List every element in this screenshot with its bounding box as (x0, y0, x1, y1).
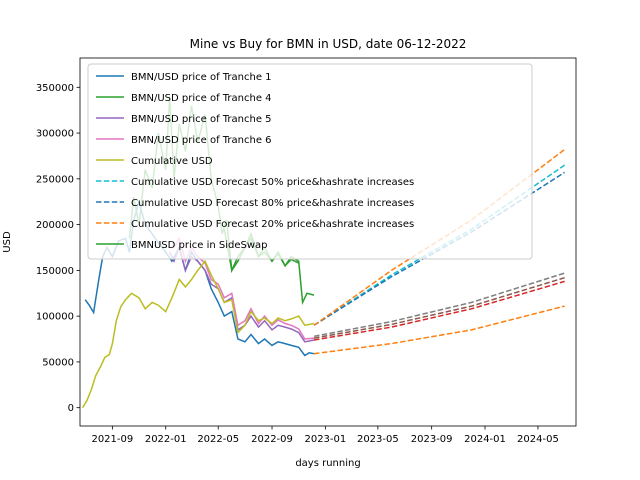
x-tick-label: 2022-01 (145, 434, 187, 445)
x-tick-label: 2024-01 (464, 434, 506, 445)
legend-label: BMN/USD price of Tranche 4 (131, 93, 272, 104)
legend-label: Cumulative USD (131, 156, 213, 167)
axes-layer: 0 50000 100000 150000 200000 250000 300000 3500… (36, 83, 559, 445)
x-tick-label: 2021-09 (91, 434, 133, 445)
x-axis-label: days running (295, 458, 360, 469)
chart-title: Mine vs Buy for BMN in USD, date 06-12-2… (190, 37, 467, 51)
y-tick-label: 350000 (36, 83, 74, 94)
series-line-forecast-10 (313, 276, 565, 339)
series-line-forecast-9 (313, 272, 565, 338)
y-tick-label: 150000 (36, 266, 74, 277)
plot-frame (79, 57, 577, 427)
series-line-cumulative-usd (81, 259, 315, 409)
y-tick-label: 200000 (36, 220, 74, 231)
x-tick-label: 2022-05 (197, 434, 239, 445)
x-tick-label: 2023-09 (411, 434, 453, 445)
y-axis-label: USD (2, 231, 13, 253)
legend-label: Cumulative USD Forecast 20% price&hashra… (131, 219, 414, 230)
y-tick-label: 100000 (36, 312, 74, 323)
legend-box (87, 63, 533, 260)
legend-label: BMN/USD price of Tranche 5 (131, 114, 272, 125)
x-tick-label: 2023-01 (304, 434, 346, 445)
y-tick-label: 250000 (36, 174, 74, 185)
legend-label: Cumulative USD Forecast 80% price&hashra… (131, 198, 414, 209)
y-tick-label: 300000 (36, 129, 74, 140)
x-tick-label: 2024-05 (517, 434, 559, 445)
x-tick-label: 2022-09 (251, 434, 293, 445)
series-line-forecast-11 (313, 280, 565, 341)
legend: BMN/USD price of Tranche 1 BMN/USD price … (87, 63, 533, 260)
legend-label: BMN/USD price of Tranche 1 (131, 72, 272, 83)
y-tick-label: 0 (68, 403, 74, 414)
y-tick-label: 50000 (42, 357, 74, 368)
legend-label: BMNUSD price in SideSwap (131, 240, 268, 251)
series-line-forecast-12 (313, 305, 565, 355)
x-tick-label: 2023-05 (357, 434, 399, 445)
legend-label: BMN/USD price of Tranche 6 (131, 135, 272, 146)
legend-label: Cumulative USD Forecast 50% price&hashra… (131, 177, 414, 188)
